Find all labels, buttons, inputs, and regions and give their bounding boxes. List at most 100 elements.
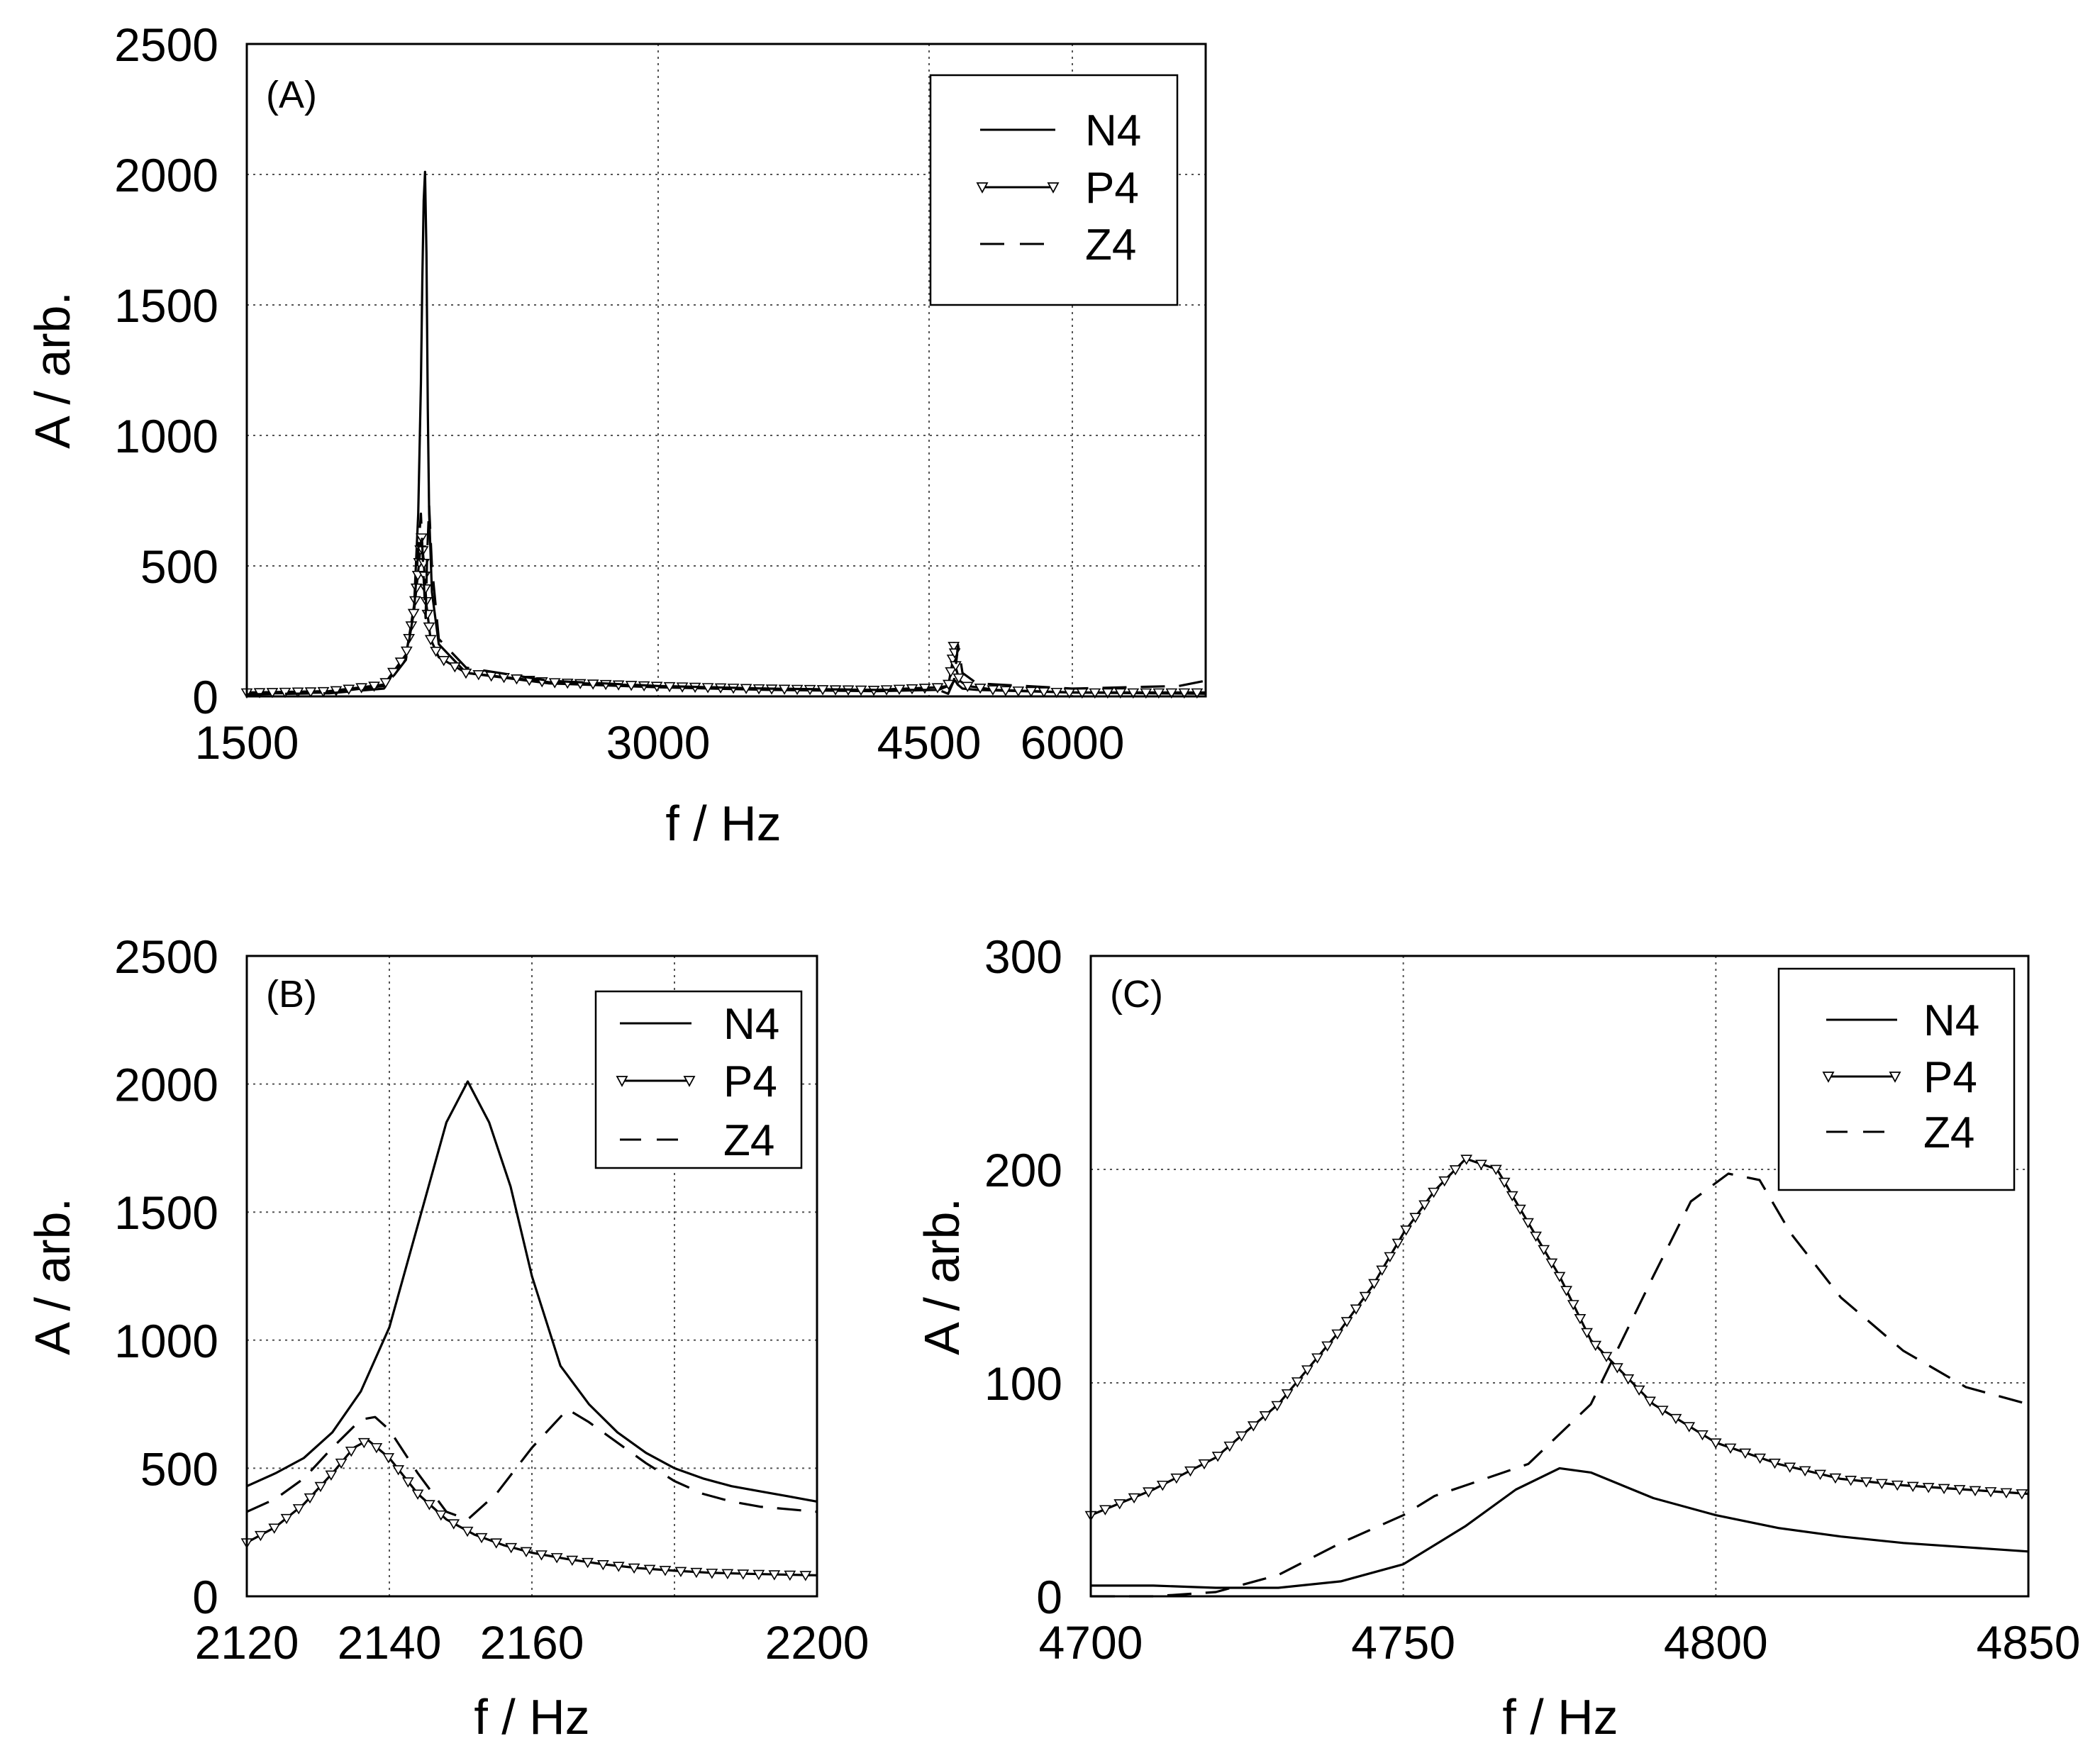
panel-b-p4-marker [768,1570,781,1581]
panel-b-plot-frame [245,955,818,1598]
panel-b-p4-marker [721,1569,734,1580]
panel-c-p4-marker [1670,1413,1682,1425]
panel-b-p4-marker [254,1530,267,1542]
panel-b-ytick-label: 2500 [114,930,218,983]
panel-a-legend: N4 P4 Z4 [929,74,1179,306]
panel-a-p4-marker [472,670,485,681]
panel-a-ytick-label: 2000 [114,149,218,201]
panel-c-p4-marker [1769,1458,1781,1469]
panel-c-plot-frame [1089,955,2030,1598]
panel-a-ylabel: A / arb. [25,291,80,449]
panel-a-p4-marker [740,684,752,694]
panel-c-series [1084,1155,2029,1598]
panel-c-p4-marker [1113,1499,1126,1510]
panel-c-p4-marker [1538,1245,1550,1256]
panel-c-ticks: 4700 4750 4800 4850 0 100 200 300 [984,930,2081,1669]
panel-c-p4-marker [1156,1480,1169,1491]
panel-b-xtick-label: 2160 [480,1616,584,1669]
panel-b-series-z4 [246,1408,818,1521]
panel-c-p4-marker [1696,1430,1709,1441]
panel-b-p4-marker [335,1458,348,1469]
panel-c-legend-p4-marker-right [1889,1072,1901,1083]
panel-a-legend-p4-label: P4 [1085,164,1139,213]
panel-b-p4-marker [643,1564,656,1575]
panel-c-p4-marker [1271,1401,1284,1412]
panel-b-p4-marker [520,1547,533,1558]
panel-c-ytick-label: 0 [1036,1571,1062,1623]
panel-b-ytick-label: 2000 [114,1059,218,1111]
panel-a-ytick-label: 1500 [114,279,218,332]
panel-c-p4-marker [1235,1431,1248,1442]
panel-c-p4-marker [1223,1441,1236,1452]
panel-c-legend-p4-marker-left [1822,1072,1835,1083]
panel-a-p4-marker [701,683,714,694]
panel-b-p4-marker [505,1542,518,1554]
panel-a-p4-marker [424,635,437,645]
panel-b-p4-marker [674,1567,687,1577]
panel-a-p4-marker [548,678,561,689]
panel-c-p4-marker [1567,1300,1579,1311]
panel-a-p4-marker [816,685,829,696]
panel-b-xtick-label: 2120 [195,1616,299,1669]
panel-a-series-n4 [246,170,1206,695]
panel-c-p4-marker [1198,1459,1211,1470]
panel-c-p4-marker [1845,1476,1857,1486]
panel-c-p4-marker [1340,1317,1353,1328]
panel-c-p4-marker [1739,1448,1752,1459]
panel-a-p4-marker [1165,688,1178,699]
panel-a-p4-marker [438,656,450,667]
panel-a-xtick-label: 4500 [877,716,982,769]
panel-c-p4-marker [1530,1231,1542,1242]
panel-c-p4-marker [1876,1479,1888,1489]
panel-a-p4-marker [279,687,291,699]
panel-b-p4-marker [475,1532,488,1544]
panel-c-p4-marker [1489,1164,1502,1176]
panel-c-p4-marker [1784,1462,1796,1473]
panel-c-legend-n4-label: N4 [1923,996,1979,1045]
panel-b-p4-marker [706,1569,718,1579]
panel-c-p4-marker [1860,1477,1872,1488]
panel-c-legend: N4 P4 Z4 [1777,967,2016,1191]
panel-c-p4-marker [1311,1353,1323,1364]
panel-c-p4-marker [1376,1265,1389,1276]
panel-c-p4-marker [1724,1443,1737,1454]
panel-c-p4-marker [1891,1480,1904,1491]
panel-a-p4-marker [400,646,413,657]
panel-b-p4-marker [690,1567,703,1579]
panel-c-p4-marker [1560,1286,1573,1296]
panel-a-legend-z4-label: Z4 [1085,221,1136,269]
panel-c-p4-marker [1545,1258,1558,1269]
panel-c-xtick-label: 4850 [1977,1616,2081,1669]
panel-b-p4-marker [737,1569,750,1580]
panel-b-p4-marker [382,1453,395,1464]
panel-b-p4-marker [304,1493,316,1504]
panel-a-p4-marker [460,668,472,679]
panel-a-p4-marker [945,667,957,678]
panel-a-p4-marker [304,687,317,698]
panel-a-p4-marker [291,687,304,698]
panel-c-p4-marker [1321,1341,1334,1352]
panel-b-p4-marker [325,1470,338,1481]
panel-a-p4-marker [379,678,392,689]
panel-a-p4-marker [1101,688,1114,699]
panel-a-p4-marker [893,684,906,695]
panel-c-label: (C) [1110,973,1163,1016]
panel-a-ticks: 1500 3000 4500 6000 0 500 1000 1500 2000 2500 [114,18,1124,769]
panel-b-p4-marker [535,1550,548,1561]
panel-b-ytick-label: 500 [140,1442,218,1495]
panel-a-plot-frame [245,43,1207,698]
panel-a-legend-p4-marker-left [976,182,989,194]
panel-c-p4-marker [1368,1279,1380,1290]
panel-c-p4-marker [1953,1485,1966,1496]
panel-c-p4-marker [1644,1396,1656,1407]
panel-c-p4-marker [1247,1421,1260,1432]
panel-c-p4-marker [1418,1200,1430,1211]
panel-c-p4-marker [1799,1466,1811,1476]
panel-a-p4-marker [855,685,867,696]
panel-c-grid [1091,956,2028,1596]
panel-c-p4-marker [1709,1438,1722,1449]
panel-c-p4-marker [1211,1452,1224,1462]
panel-a-p4-marker [355,683,368,694]
panel-a-p4-marker [430,646,443,657]
panel-c-p4-marker [1359,1291,1372,1303]
